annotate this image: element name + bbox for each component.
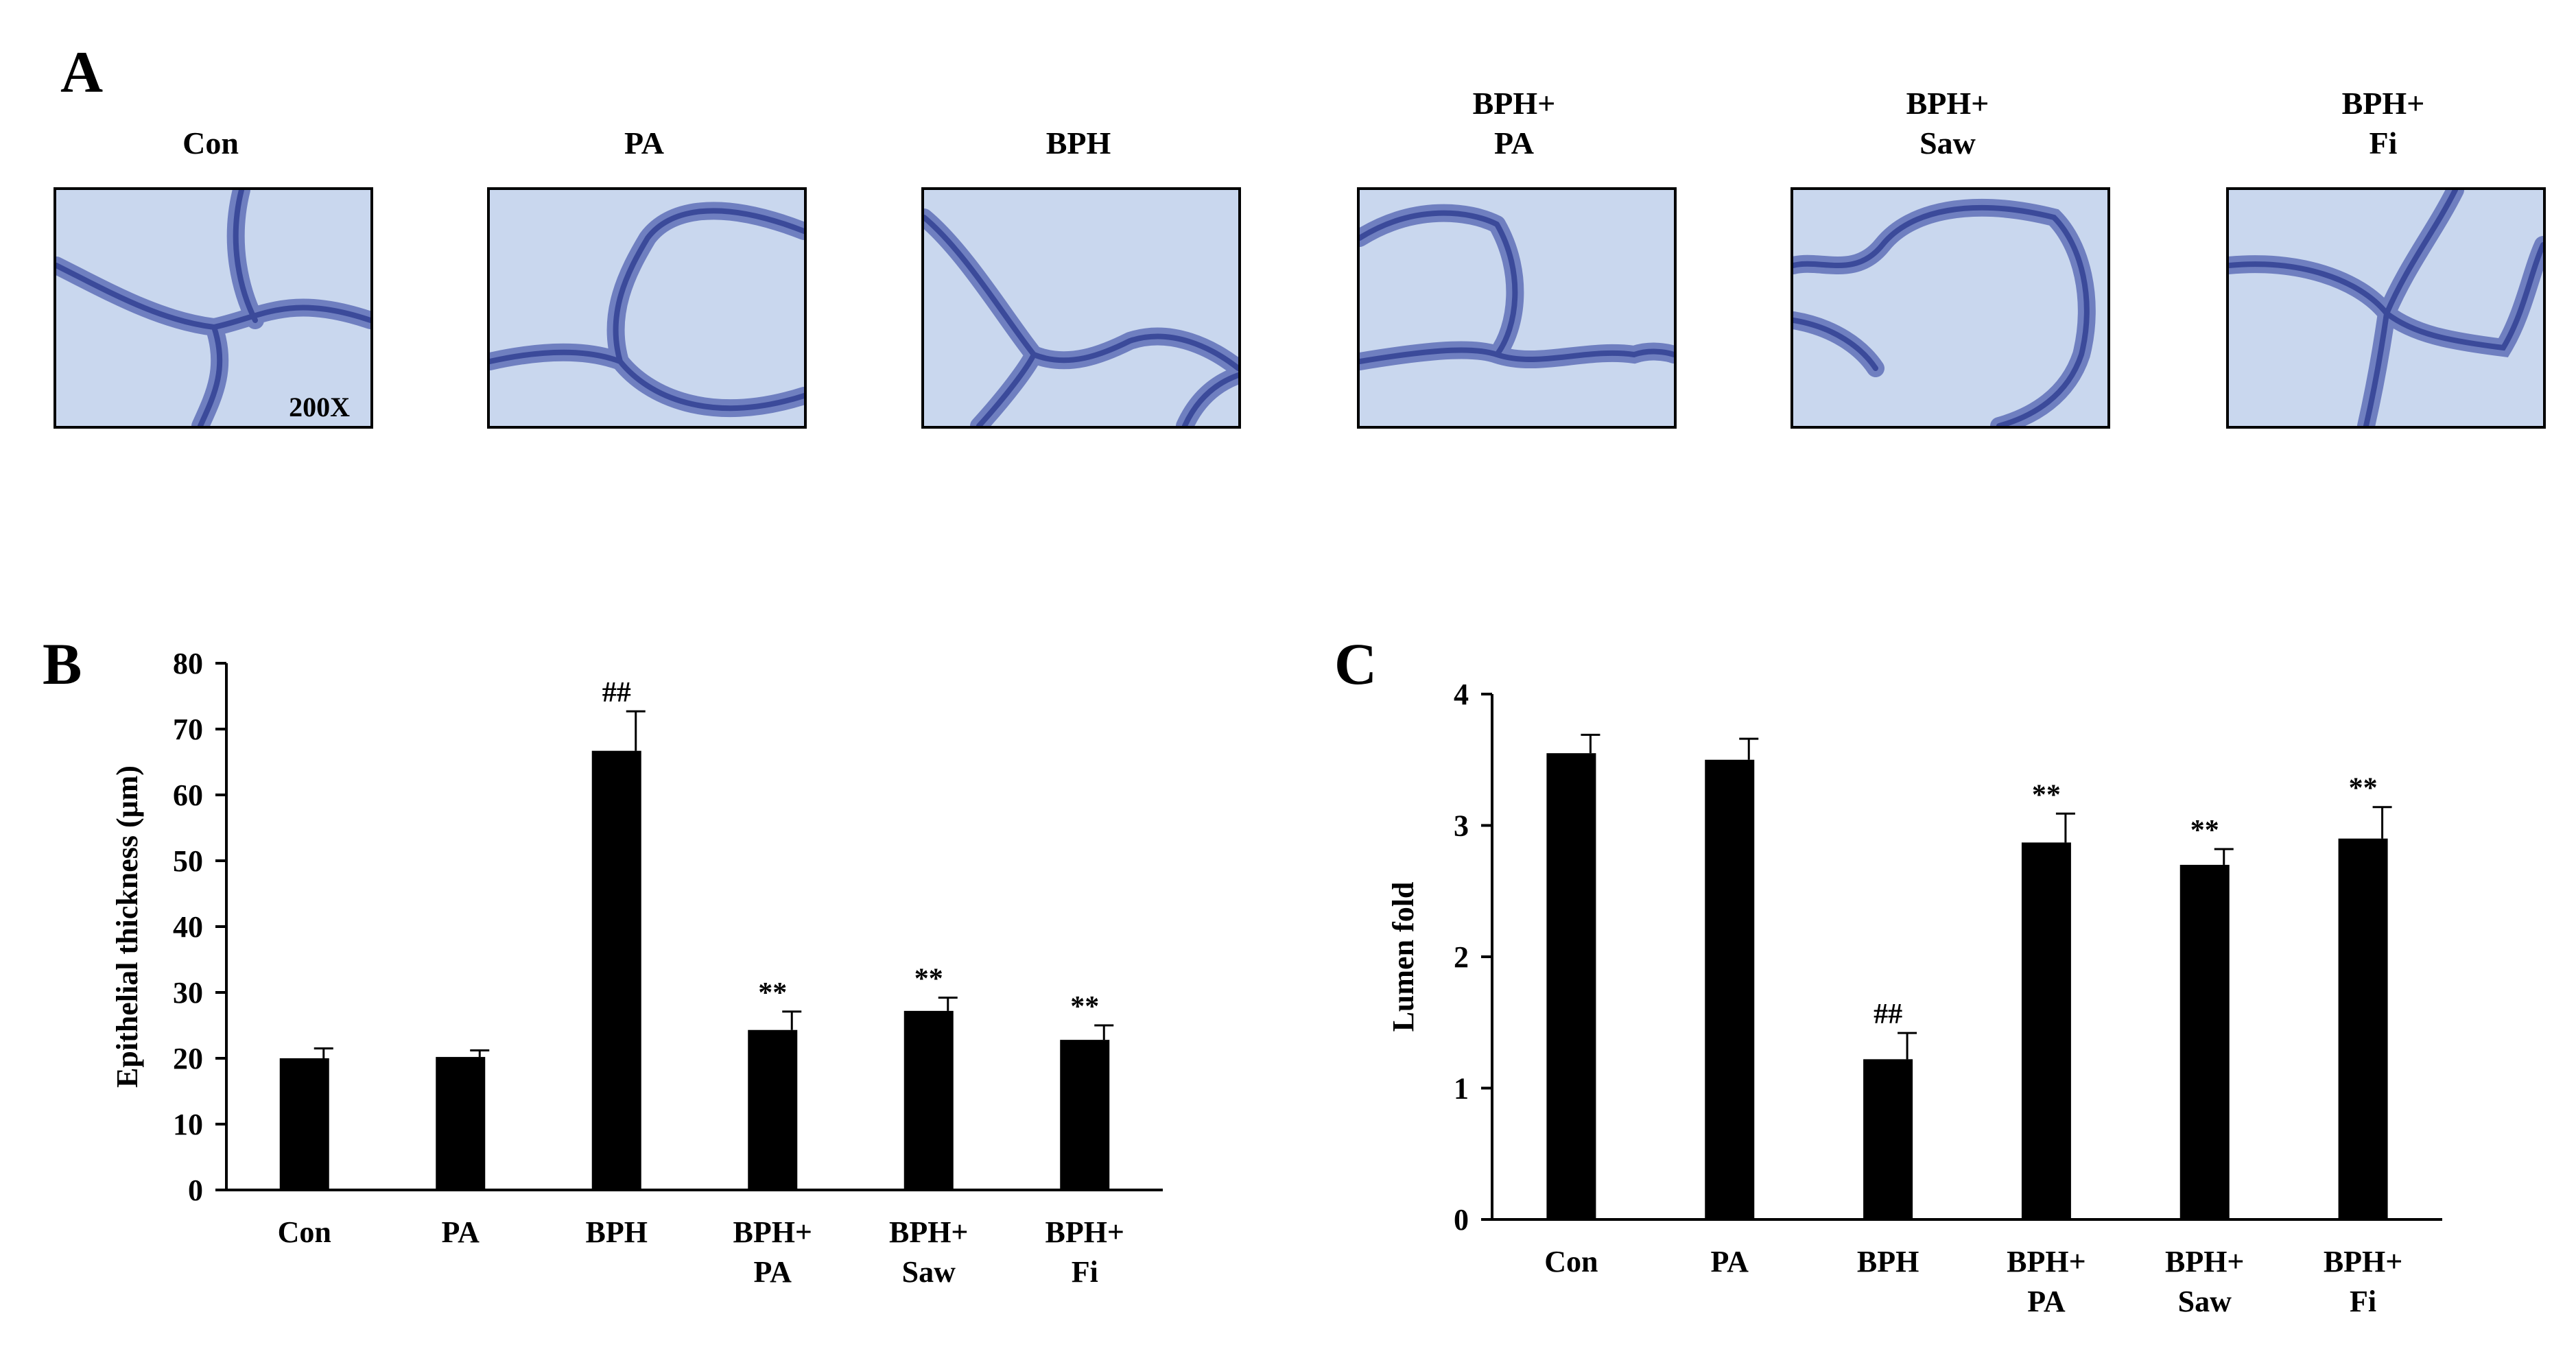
micrograph-label-line: Con — [182, 126, 239, 160]
magnification-label: 200X — [289, 392, 350, 422]
y-tick-label: 1 — [1454, 1072, 1469, 1106]
x-tick-label: Con — [1544, 1245, 1598, 1278]
y-tick-label: 2 — [1454, 940, 1469, 974]
micrograph-image — [487, 187, 807, 429]
bar — [1863, 1059, 1913, 1219]
micrograph-image — [1791, 187, 2110, 429]
x-tick-label: BPH+ — [2165, 1245, 2245, 1278]
micrograph-label-line: BPH+ — [1472, 86, 1556, 121]
tissue-section — [924, 209, 1238, 426]
significance-marker: ## — [1874, 999, 1902, 1030]
x-tick-label: Saw — [902, 1255, 956, 1289]
bar — [748, 1029, 798, 1190]
bar — [903, 1010, 954, 1190]
micrograph-image — [2226, 187, 2546, 429]
significance-marker: ** — [2349, 773, 2378, 805]
bar — [2338, 838, 2388, 1219]
x-tick-label: BPH — [1857, 1245, 1919, 1278]
y-tick-label: 80 — [173, 647, 203, 680]
panel-c-letter: C — [1334, 631, 1378, 697]
x-tick-label: PA — [2027, 1285, 2066, 1318]
bar — [1060, 1040, 1110, 1190]
x-tick-label: Fi — [2350, 1285, 2376, 1318]
y-tick-label: 20 — [173, 1042, 203, 1075]
micrograph-label-line: BPH — [1045, 126, 1111, 160]
bar — [1546, 753, 1596, 1219]
x-tick-label: BPH — [586, 1215, 648, 1249]
micrograph-label: PA — [483, 123, 805, 163]
micrograph-image — [1357, 187, 1677, 429]
x-tick-label: Fi — [1072, 1255, 1098, 1289]
y-tick-label: 10 — [173, 1108, 203, 1141]
micrograph-label: Con — [49, 123, 372, 163]
x-tick-label: BPH+ — [2324, 1245, 2403, 1278]
y-axis-label: Lumen fold — [1386, 882, 1420, 1032]
y-axis-label: Epithelial thickness (μm) — [110, 765, 144, 1088]
panel-b-letter: B — [43, 631, 82, 697]
bar — [591, 750, 641, 1190]
micrograph-label-line: PA — [1494, 126, 1534, 160]
y-tick-label: 60 — [173, 778, 203, 812]
micrograph-label: BPH+ Saw — [1786, 84, 2109, 163]
micrograph-image — [921, 187, 1241, 429]
x-tick-label: BPH+ — [2007, 1245, 2086, 1278]
micrograph-label-line: Fi — [2369, 126, 2398, 160]
x-tick-label: BPH+ — [889, 1215, 969, 1249]
y-tick-label: 30 — [173, 976, 203, 1010]
x-tick-label: BPH+ — [1045, 1215, 1124, 1249]
y-tick-label: 40 — [173, 910, 203, 944]
panel-a-letter: A — [60, 39, 104, 105]
bar — [2021, 842, 2071, 1219]
y-tick-label: 0 — [188, 1174, 203, 1207]
y-tick-label: 0 — [1454, 1203, 1469, 1237]
micrograph-label-line: Saw — [1919, 126, 1976, 160]
tissue-section — [1360, 204, 1674, 370]
micrograph-label: BPH+ Fi — [2222, 84, 2544, 163]
y-tick-label: 4 — [1454, 678, 1469, 711]
bar — [1705, 759, 1755, 1219]
tissue-section — [490, 202, 804, 418]
significance-marker: ** — [2032, 779, 2061, 811]
y-tick-label: 50 — [173, 844, 203, 878]
significance-marker: ** — [2190, 815, 2219, 846]
tissue-section — [56, 190, 370, 426]
x-tick-label: PA — [754, 1255, 792, 1289]
x-tick-label: PA — [442, 1215, 480, 1249]
x-tick-label: BPH+ — [733, 1215, 812, 1249]
bar — [436, 1057, 486, 1190]
micrograph-label-line: BPH+ — [1906, 86, 1989, 121]
micrograph-image: 200X — [54, 187, 373, 429]
significance-marker: ## — [602, 677, 631, 708]
x-tick-label: Saw — [2178, 1285, 2232, 1318]
bar — [279, 1058, 329, 1190]
epithelial-thickness-chart: 0 10 20 30 40 50 60 70 80 Epithelial thickness (μ… — [110, 647, 1163, 1289]
micrograph-label: BPH+ PA — [1353, 84, 1675, 163]
micrograph-label: BPH — [917, 123, 1240, 163]
y-tick-label: 70 — [173, 713, 203, 746]
x-tick-label: Con — [278, 1215, 331, 1249]
y-tick-label: 3 — [1454, 809, 1469, 843]
x-tick-label: PA — [1711, 1245, 1749, 1278]
significance-marker: ** — [1070, 991, 1099, 1023]
significance-marker: ** — [914, 964, 943, 995]
micrograph-label-line: PA — [624, 126, 664, 160]
tissue-section — [2229, 190, 2543, 426]
micrograph-label-line: BPH+ — [2341, 86, 2425, 121]
tissue-section — [1793, 198, 2096, 426]
significance-marker: ** — [758, 977, 787, 1009]
bar — [2179, 864, 2230, 1219]
